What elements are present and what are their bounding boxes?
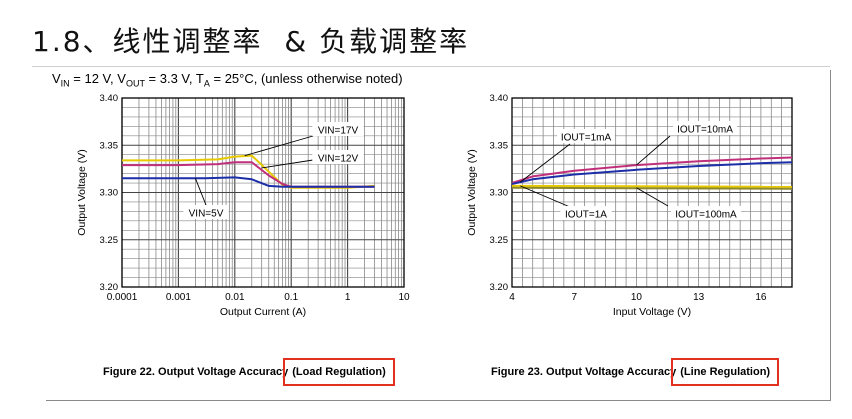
x-tick-label: 1 bbox=[345, 292, 351, 303]
vin-value: = 12 V, bbox=[69, 71, 118, 86]
load-regulation-chart: 0.0001 0.001 0.01 0.1 1 10 3.20 3.25 3.30 3.35 3.4… bbox=[76, 93, 410, 318]
line-regulation-highlight: (Line Regulation) bbox=[671, 358, 780, 386]
vout-symbol: V bbox=[117, 71, 126, 86]
x-tick-label: 4 bbox=[509, 292, 515, 303]
y-tick-label: 3.40 bbox=[490, 93, 509, 104]
x-tick-label: 0.001 bbox=[166, 292, 191, 303]
ta-value: = 25°C, (unless otherwise noted) bbox=[209, 71, 403, 86]
x-axis-label: Input Voltage (V) bbox=[613, 306, 691, 318]
vin-symbol: V bbox=[52, 71, 61, 86]
y-tick-label: 3.30 bbox=[100, 188, 119, 199]
callout-box bbox=[557, 129, 615, 143]
x-tick-label: 0.0001 bbox=[107, 292, 138, 303]
y-tick-label: 3.25 bbox=[490, 235, 509, 246]
callout-label: VIN=12V bbox=[318, 154, 359, 165]
vout-value: = 3.3 V, bbox=[144, 71, 196, 86]
y-tick-label: 3.30 bbox=[490, 188, 509, 199]
callout-box bbox=[312, 150, 364, 164]
callout-label: IOUT=10mA bbox=[677, 125, 733, 136]
x-axis-label: Output Current (A) bbox=[220, 306, 306, 318]
figure-23-title: Figure 23. Output Voltage Accuracy bbox=[491, 366, 680, 378]
callout-box bbox=[560, 206, 612, 220]
y-tick-label: 3.40 bbox=[100, 93, 119, 104]
load-regulation-highlight: (Load Regulation) bbox=[283, 358, 395, 386]
figure-22-caption: Figure 22. Output Voltage Accuracy (Load… bbox=[103, 358, 395, 386]
callout-box bbox=[183, 205, 229, 219]
callout-leader bbox=[520, 185, 571, 208]
plot-frame bbox=[121, 97, 405, 288]
vin-subscript: IN bbox=[60, 78, 70, 89]
callout-leader bbox=[194, 178, 207, 206]
line-regulation-chart: 4 7 10 13 16 3.20 3.25 3.30 3.35 3.40 Input Voltag… bbox=[466, 93, 793, 318]
callout-label: IOUT=100mA bbox=[675, 210, 737, 221]
y-tick-label: 3.35 bbox=[100, 140, 119, 151]
callout-leader bbox=[244, 135, 314, 157]
callout-label: IOUT=1A bbox=[565, 210, 607, 221]
callout-label: VIN=5V bbox=[189, 209, 224, 220]
x-tick-label: 10 bbox=[398, 292, 410, 303]
series-line-iout-100ma bbox=[511, 186, 793, 190]
x-tick-label: 0.1 bbox=[284, 292, 298, 303]
callout-leader bbox=[636, 135, 671, 166]
test-conditions: VIN = 12 V, VOUT = 3.3 V, TA = 25°C, (un… bbox=[52, 71, 403, 89]
ta-symbol: T bbox=[195, 71, 204, 86]
plot-frame bbox=[511, 97, 793, 288]
slide-title: 1.8、线性调整率 & 负载调整率 bbox=[32, 25, 470, 58]
callout-leader bbox=[261, 159, 314, 169]
title-divider bbox=[32, 66, 830, 67]
series-line-iout-1ma bbox=[511, 156, 793, 184]
x-tick-label: 16 bbox=[755, 292, 767, 303]
series-line-vin-5v bbox=[122, 176, 375, 188]
y-tick-label: 3.25 bbox=[100, 235, 119, 246]
series-line-iout-10ma bbox=[511, 161, 793, 185]
y-axis-label: Output Voltage (V) bbox=[76, 149, 88, 235]
series-line-iout-1a bbox=[511, 184, 793, 188]
callout-box bbox=[671, 206, 741, 220]
callout-box bbox=[312, 122, 364, 136]
callout-box bbox=[673, 121, 737, 135]
y-axis-label: Output Voltage (V) bbox=[466, 149, 478, 235]
figure-23-caption: Figure 23. Output Voltage Accuracy (Line… bbox=[491, 358, 780, 386]
y-tick-label: 3.20 bbox=[490, 282, 509, 293]
grid bbox=[511, 97, 793, 288]
callout-leader bbox=[520, 143, 571, 183]
callout-label: IOUT=1mA bbox=[561, 133, 612, 144]
vout-subscript: OUT bbox=[125, 78, 145, 89]
callout-leader bbox=[636, 187, 669, 207]
y-tick-label: 3.20 bbox=[100, 282, 119, 293]
x-tick-label: 7 bbox=[571, 292, 577, 303]
y-tick-label: 3.35 bbox=[490, 140, 509, 151]
ta-subscript: A bbox=[203, 78, 210, 89]
x-tick-label: 10 bbox=[631, 292, 643, 303]
x-tick-label: 13 bbox=[693, 292, 705, 303]
x-tick-label: 0.01 bbox=[225, 292, 245, 303]
callout-label: VIN=17V bbox=[318, 126, 359, 137]
datasheet-excerpt bbox=[46, 70, 831, 401]
figure-22-title: Figure 22. Output Voltage Accuracy bbox=[103, 366, 292, 378]
